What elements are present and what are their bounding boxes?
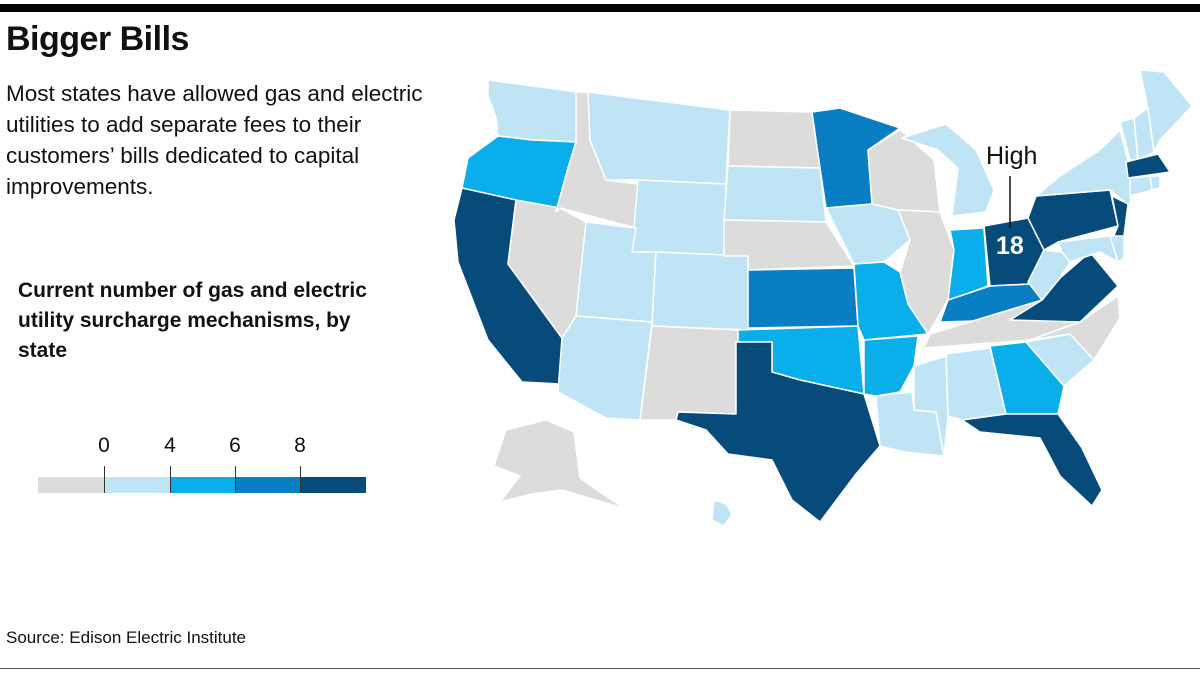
legend-swatch-2 bbox=[170, 477, 235, 493]
legend: 0 4 6 8 bbox=[38, 434, 368, 498]
page-subtitle: Most states have allowed gas and electri… bbox=[6, 81, 423, 199]
state-new-mexico bbox=[639, 325, 739, 421]
state-north-dakota bbox=[727, 109, 821, 169]
state-new-york bbox=[1035, 129, 1133, 207]
legend-tick-label: 8 bbox=[294, 434, 306, 457]
state-connecticut bbox=[1129, 175, 1153, 197]
legend-tick-mark bbox=[104, 466, 105, 493]
legend-tick-label: 0 bbox=[98, 434, 110, 457]
state-south-dakota bbox=[723, 165, 827, 223]
state-washington bbox=[487, 79, 579, 143]
bottom-rule bbox=[0, 668, 1200, 669]
annotation-value: 18 bbox=[996, 232, 1024, 260]
state-colorado bbox=[651, 251, 749, 331]
legend-swatch-4 bbox=[300, 477, 366, 493]
page-title: Bigger Bills bbox=[6, 20, 189, 58]
state-georgia bbox=[989, 341, 1065, 415]
state-rhode-island bbox=[1149, 175, 1161, 191]
legend-tick-label: 6 bbox=[229, 434, 241, 457]
legend-tick-mark bbox=[170, 466, 171, 493]
legend-tick-mark bbox=[300, 466, 301, 493]
legend-tick-mark bbox=[235, 466, 236, 493]
legend-swatch-1 bbox=[104, 477, 170, 493]
top-rule bbox=[0, 4, 1200, 12]
state-kansas bbox=[747, 267, 859, 329]
state-montana bbox=[587, 91, 731, 185]
state-wyoming bbox=[631, 179, 727, 257]
legend-title: Current number of gas and electric utili… bbox=[18, 279, 367, 362]
state-hawaii bbox=[711, 499, 733, 527]
annotation-label: High bbox=[986, 142, 1038, 170]
state-texas bbox=[675, 341, 881, 523]
state-alaska bbox=[493, 419, 625, 509]
state-arizona bbox=[557, 315, 653, 421]
legend-swatch-3 bbox=[235, 477, 300, 493]
state-florida bbox=[961, 413, 1103, 507]
state-maine bbox=[1139, 69, 1193, 153]
legend-swatch-0 bbox=[38, 477, 104, 493]
source-note: Source: Edison Electric Institute bbox=[6, 628, 247, 647]
legend-tick-label: 4 bbox=[164, 434, 176, 457]
state-michigan bbox=[901, 123, 995, 217]
state-illinois bbox=[897, 209, 955, 335]
state-massachusetts bbox=[1125, 153, 1171, 179]
state-delaware bbox=[1109, 235, 1125, 263]
state-arkansas bbox=[863, 335, 919, 397]
